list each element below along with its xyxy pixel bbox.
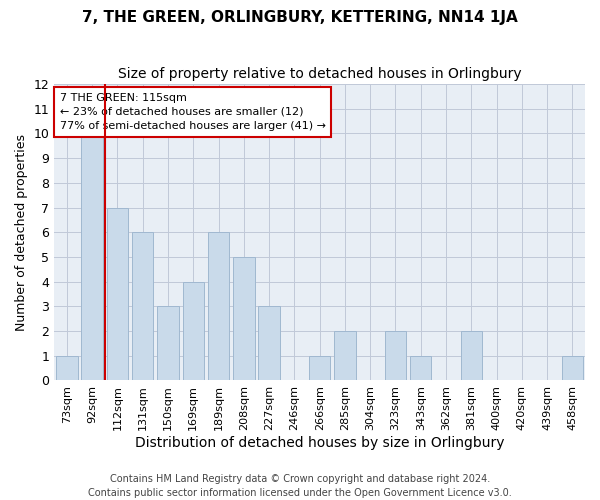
Bar bbox=[461, 331, 482, 380]
Bar bbox=[157, 306, 179, 380]
X-axis label: Distribution of detached houses by size in Orlingbury: Distribution of detached houses by size … bbox=[135, 436, 505, 450]
Bar bbox=[208, 232, 229, 380]
Text: 7, THE GREEN, ORLINGBURY, KETTERING, NN14 1JA: 7, THE GREEN, ORLINGBURY, KETTERING, NN1… bbox=[82, 10, 518, 25]
Text: Contains HM Land Registry data © Crown copyright and database right 2024.
Contai: Contains HM Land Registry data © Crown c… bbox=[88, 474, 512, 498]
Bar bbox=[132, 232, 154, 380]
Text: 7 THE GREEN: 115sqm
← 23% of detached houses are smaller (12)
77% of semi-detach: 7 THE GREEN: 115sqm ← 23% of detached ho… bbox=[59, 93, 326, 131]
Title: Size of property relative to detached houses in Orlingbury: Size of property relative to detached ho… bbox=[118, 68, 521, 82]
Bar bbox=[182, 282, 204, 380]
Bar bbox=[233, 257, 254, 380]
Bar bbox=[334, 331, 356, 380]
Y-axis label: Number of detached properties: Number of detached properties bbox=[15, 134, 28, 331]
Bar bbox=[56, 356, 77, 380]
Bar bbox=[309, 356, 331, 380]
Bar bbox=[385, 331, 406, 380]
Bar bbox=[562, 356, 583, 380]
Bar bbox=[259, 306, 280, 380]
Bar bbox=[410, 356, 431, 380]
Bar bbox=[82, 134, 103, 380]
Bar bbox=[107, 208, 128, 380]
